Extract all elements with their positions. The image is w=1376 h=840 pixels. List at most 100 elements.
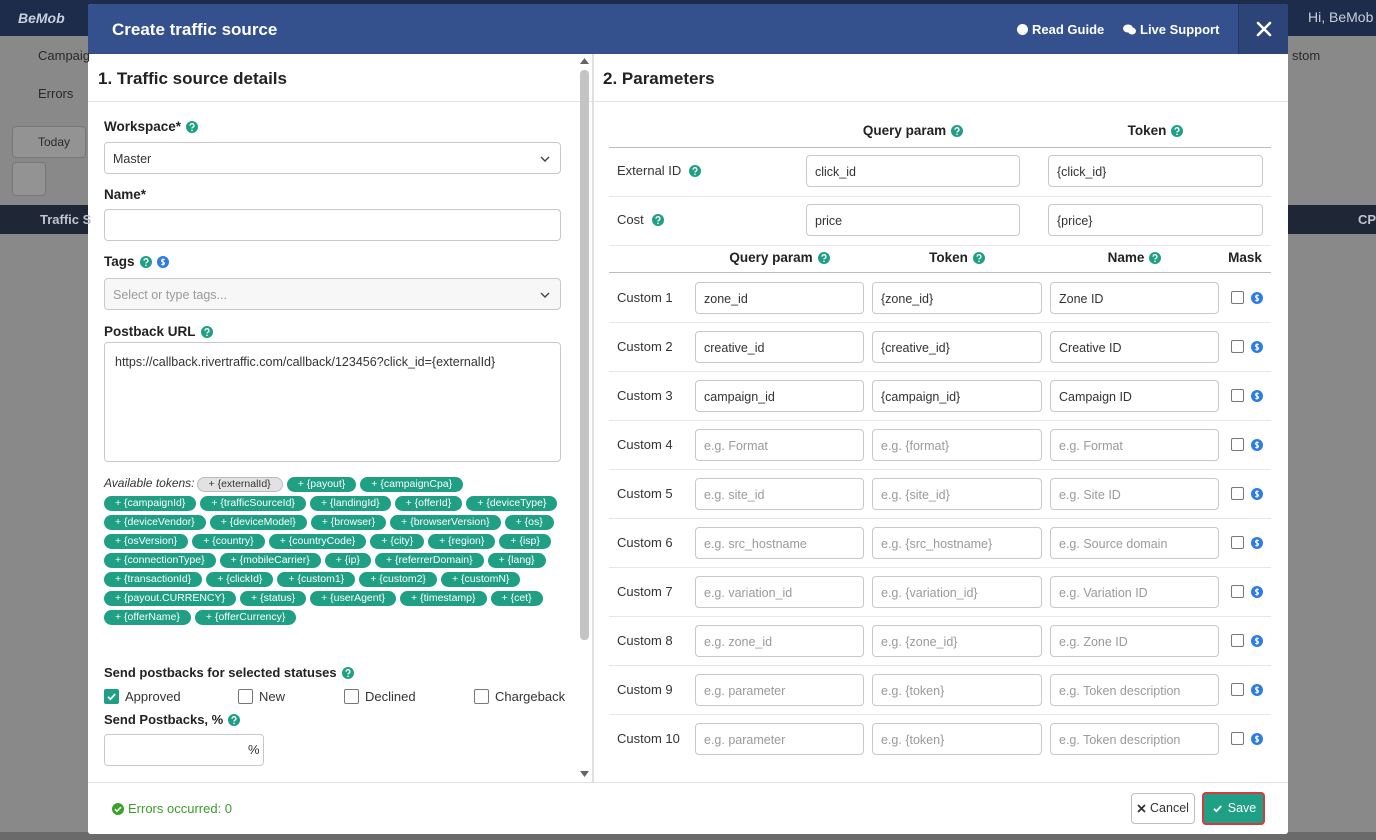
icon[interactable] [1149,252,1162,264]
icon[interactable] [228,714,241,726]
token-chip[interactable]: + {deviceVendor} [104,515,206,530]
token-input[interactable]: {campaign_id} [872,380,1042,412]
token-input[interactable]: {price} [1048,204,1263,236]
token-chip[interactable]: + {landingId} [309,496,391,511]
info-icon[interactable] [1251,390,1263,402]
name-input[interactable]: Zone ID [1050,282,1219,314]
info-icon[interactable] [1251,537,1263,549]
icon[interactable] [972,252,985,264]
info-icon[interactable] [1251,488,1263,500]
query-input[interactable]: e.g. site_id [695,478,864,510]
workspace-select[interactable]: Master [104,142,561,174]
query-input[interactable]: price [806,204,1020,236]
mask-checkbox[interactable] [1231,634,1244,647]
close-icon[interactable] [1239,4,1288,54]
date-filter[interactable]: Today [38,135,71,149]
token-chip[interactable]: + {cet} [490,591,543,606]
save-button[interactable]: Save [1202,792,1265,825]
icon[interactable] [200,326,213,338]
live-support[interactable]: Live Support [1123,22,1219,37]
help-icon[interactable] [228,714,241,726]
info-icon[interactable] [1251,292,1263,304]
token-chip[interactable]: + {connectionType} [104,553,216,568]
icon[interactable] [689,165,702,177]
token-chip[interactable]: + {region} [428,534,496,549]
help-icon[interactable] [1171,125,1184,137]
token-chip[interactable]: + {offerName} [104,610,191,625]
name-input[interactable]: e.g. Format [1050,429,1219,461]
info-icon[interactable] [1251,684,1263,696]
token-chip[interactable]: + {city} [370,534,425,549]
token-chip[interactable]: + {clickId} [206,572,274,587]
token-chip[interactable]: + {campaignCpa} [360,477,464,492]
query-input[interactable]: click_id [806,155,1020,187]
token-chip[interactable]: + {ip} [324,553,371,568]
token-chip[interactable]: + {deviceModel} [209,515,307,530]
close-button[interactable] [1238,4,1288,54]
status-option[interactable]: Declined [344,688,416,705]
help-icon[interactable] [651,214,664,226]
icon[interactable] [139,256,152,268]
nav-errors[interactable]: Errors [38,86,74,101]
token-chip[interactable]: + {country} [192,534,265,549]
query-input[interactable]: e.g. zone_id [695,625,864,657]
cancel-button[interactable]: Cancel [1131,793,1195,824]
query-input[interactable]: campaign_id [695,380,864,412]
help-icon[interactable] [972,252,985,264]
token-chip[interactable]: + {countryCode} [268,534,367,549]
info-icon[interactable] [1251,341,1263,353]
mask-checkbox[interactable] [1231,683,1244,696]
token-chip[interactable]: + {mobileCarrier} [219,553,321,568]
info-icon[interactable] [1251,733,1263,745]
token-chip[interactable]: + {referrerDomain} [374,553,484,568]
postback-textarea[interactable]: https://callback.rivertraffic.com/callba… [104,342,561,462]
token-input[interactable]: {creative_id} [872,331,1042,363]
token-chip[interactable]: + {deviceType} [466,496,558,511]
query-input[interactable]: creative_id [695,331,864,363]
name-input[interactable]: e.g. Token description [1050,674,1219,706]
help-icon[interactable] [186,121,199,133]
name-input[interactable]: e.g. Zone ID [1050,625,1219,657]
arrow-up[interactable] [580,58,589,65]
help-icon[interactable] [139,256,152,268]
token-chip[interactable]: + {offerId} [394,496,463,511]
percent-input[interactable] [104,734,264,766]
query-input[interactable]: e.g. parameter [695,674,864,706]
mask-checkbox[interactable] [1231,732,1244,745]
help-icon[interactable] [341,667,354,679]
tags-select[interactable]: Select or type tags... [104,278,561,310]
icon[interactable] [951,125,964,137]
icon[interactable] [186,121,199,133]
help-icon[interactable] [1149,252,1162,264]
mask-checkbox[interactable] [1231,291,1244,304]
status-option[interactable]: Chargeback [474,688,565,705]
token-input[interactable]: {click_id} [1048,155,1263,187]
query-input[interactable]: zone_id [695,282,864,314]
icon[interactable] [341,667,354,679]
token-chip[interactable]: + {externalId} [196,477,283,492]
token-chip[interactable]: + {osVersion} [104,534,189,549]
status-option[interactable]: New [238,688,285,705]
chat-icon[interactable] [1123,24,1136,35]
info-icon[interactable] [156,256,169,268]
name-input[interactable]: e.g. Site ID [1050,478,1219,510]
checkbox[interactable] [104,689,119,704]
x-icon[interactable] [1137,804,1146,813]
info-icon[interactable] [1251,439,1263,451]
scrollbar-thumb[interactable] [580,70,589,640]
icon[interactable] [651,214,664,226]
name-input[interactable] [104,209,561,241]
help-icon[interactable] [817,252,830,264]
guide-icon[interactable] [1017,24,1028,35]
mask-checkbox[interactable] [1231,438,1244,451]
token-input[interactable]: e.g. {variation_id} [872,576,1042,608]
mask-checkbox[interactable] [1231,487,1244,500]
token-chip[interactable]: + {custom2} [359,572,437,587]
name-input[interactable]: e.g. Source domain [1050,527,1219,559]
help-icon[interactable] [951,125,964,137]
checkbox[interactable] [474,689,489,704]
token-chip[interactable]: + {lang} [487,553,546,568]
mask-checkbox[interactable] [1231,389,1244,402]
name-input[interactable]: Creative ID [1050,331,1219,363]
token-chip[interactable]: + {browser} [310,515,387,530]
